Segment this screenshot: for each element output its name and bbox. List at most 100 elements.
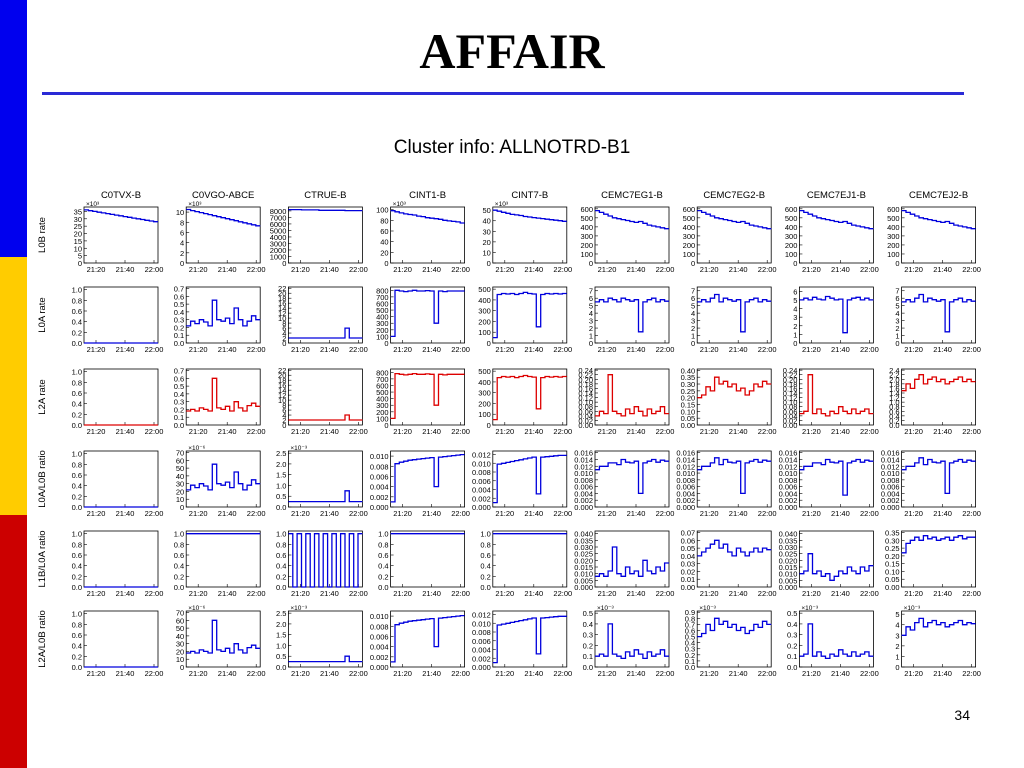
y-tick-label: 2 [895, 324, 899, 333]
series-line [595, 374, 669, 417]
y-tick-label: 0.020 [574, 556, 593, 565]
x-tick-label: 21:40 [729, 589, 748, 598]
column-header: CEMC7EJ2-B [909, 190, 968, 201]
series-line [492, 209, 567, 222]
y-tick-label: 0.016 [779, 449, 798, 458]
y-tick-label: 2.2 [889, 371, 899, 380]
y-tick-label: 0.24 [578, 366, 593, 375]
y-tick-label: 5 [793, 296, 797, 305]
x-tick-label: 22:00 [962, 669, 981, 678]
y-tick-label: 7 [589, 287, 593, 296]
x-tick-label: 22:00 [451, 427, 470, 436]
y-tick-label: 0.6 [276, 551, 286, 560]
y-tick-label: 0.05 [885, 575, 900, 584]
y-tick-label: 0 [180, 259, 184, 268]
y-tick-label: 0.0 [72, 339, 82, 348]
row-label: L1B/L0A ratio [37, 530, 48, 587]
y-tick-label: 0.006 [881, 483, 900, 492]
y-tick-label: 0.008 [370, 622, 389, 631]
y-tick-label: 0.0 [72, 421, 82, 430]
x-tick-label: 22:00 [553, 589, 572, 598]
x-tick-label: 21:40 [218, 427, 237, 436]
x-tick-label: 21:40 [218, 345, 237, 354]
axis-multiplier: ×10³ [495, 201, 509, 208]
y-tick-label: 0.004 [574, 489, 593, 498]
plot-frame [492, 206, 568, 264]
column-header: CEMC7EG2-B [703, 190, 765, 201]
y-tick-label: 300 [683, 232, 696, 241]
x-tick-label: 21:40 [831, 509, 850, 518]
y-tick-label: 0.6 [72, 471, 82, 480]
y-tick-label: 0.3 [174, 398, 184, 407]
y-tick-label: 100 [785, 250, 798, 259]
y-tick-label: 0.03 [681, 560, 696, 569]
y-tick-label: 0.6 [174, 374, 184, 383]
series-line [288, 208, 363, 212]
plot-frame [390, 450, 466, 508]
y-tick-label: 10 [278, 314, 286, 323]
y-tick-label: 1 [589, 332, 593, 341]
y-tick-label: 2 [180, 249, 184, 258]
y-tick-label: 1.6 [889, 384, 899, 393]
y-tick-label: 0.2 [72, 652, 82, 661]
y-tick-label: 0.07 [681, 529, 696, 538]
y-tick-label: 400 [785, 223, 798, 232]
y-tick-label: 0.002 [881, 496, 900, 505]
y-tick-label: 1 [793, 330, 797, 339]
y-tick-label: 0.2 [787, 641, 797, 650]
y-tick-label: 400 [478, 378, 491, 387]
plot-frame [696, 530, 772, 588]
series-line [288, 533, 363, 588]
title-divider [42, 92, 964, 95]
y-tick-label: 0.008 [881, 476, 900, 485]
x-tick-label: 21:20 [291, 265, 310, 274]
plot-frame [594, 530, 670, 588]
x-tick-label: 22:00 [962, 427, 981, 436]
y-tick-label: 0.6 [685, 626, 695, 635]
y-tick-label: 0.0 [889, 421, 899, 430]
y-tick-label: 0.20 [681, 394, 696, 403]
x-tick-label: 21:40 [422, 427, 441, 436]
x-tick-label: 21:20 [393, 345, 412, 354]
x-tick-label: 21:40 [218, 265, 237, 274]
y-tick-label: 2.0 [276, 620, 286, 629]
y-tick-label: 1 [691, 332, 695, 341]
x-tick-label: 21:20 [904, 669, 923, 678]
y-tick-label: 0 [895, 339, 899, 348]
y-tick-label: 2 [282, 334, 286, 343]
x-tick-label: 22:00 [656, 669, 675, 678]
y-tick-label: 22 [278, 366, 286, 375]
plot-frame [799, 286, 874, 344]
y-tick-label: 10 [176, 208, 184, 217]
y-tick-label: 2.5 [276, 609, 286, 618]
y-tick-label: 400 [580, 223, 593, 232]
series-line [697, 376, 772, 399]
y-tick-label: 0.012 [472, 611, 491, 620]
column-header: CEMC7EJ1-B [807, 190, 866, 201]
y-tick-label: 70 [176, 609, 184, 618]
y-tick-label: 0.5 [276, 652, 286, 661]
y-tick-label: 5 [589, 302, 593, 311]
x-tick-label: 21:20 [802, 509, 821, 518]
x-tick-label: 21:20 [393, 509, 412, 518]
series-line [799, 295, 874, 334]
y-tick-label: 0.4 [583, 620, 593, 629]
plot-frame [492, 368, 568, 426]
y-tick-label: 60 [176, 456, 184, 465]
column-header: CEMC7EG1-B [601, 190, 663, 201]
series-line [288, 655, 363, 663]
y-tick-label: 0.002 [472, 494, 491, 503]
plot-frame [83, 610, 159, 668]
y-tick-label: 0.000 [881, 503, 900, 512]
y-tick-label: 400 [478, 296, 491, 305]
y-tick-label: 0.2 [72, 492, 82, 501]
series-line [901, 293, 976, 333]
series-line [697, 539, 772, 557]
y-tick-label: 0.20 [885, 552, 900, 561]
y-tick-label: 0.004 [881, 489, 900, 498]
y-tick-label: 400 [376, 313, 389, 322]
plot-frame [83, 286, 159, 344]
y-tick-label: 0.8 [276, 540, 286, 549]
y-tick-label: 0.000 [779, 503, 798, 512]
axis-multiplier: ×10³ [188, 201, 202, 208]
